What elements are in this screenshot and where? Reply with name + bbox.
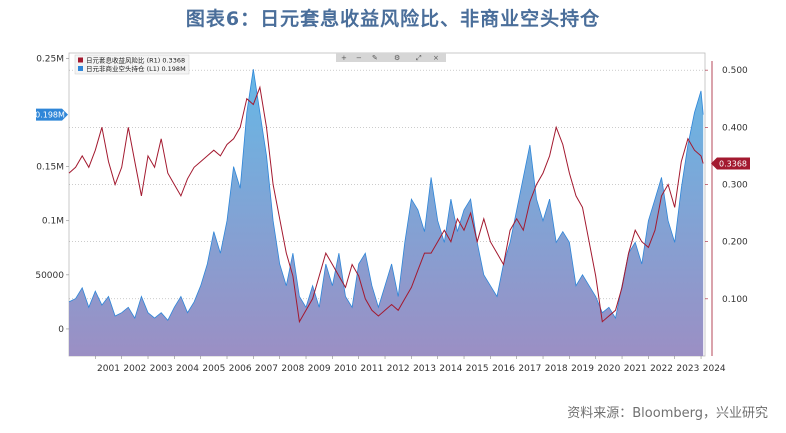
x-tick-label: 2018 [545, 364, 568, 374]
legend: 日元套息收益风险比 (R1) 0.3368 日元非商业空头持仓 (L1) 0.1… [74, 54, 190, 75]
x-tick-label: 2008 [281, 364, 304, 374]
toolbar-close-icon[interactable]: × [433, 54, 439, 62]
x-tick-label: 2012 [387, 364, 410, 374]
toolbar-minus-icon[interactable]: − [356, 54, 362, 62]
x-tick-label: 2020 [597, 364, 620, 374]
carry-ratio-line [68, 85, 704, 324]
right-tick-label: 0.500 [722, 66, 748, 76]
legend-swatch-short-position [78, 66, 83, 71]
left-tick-label: 0 [58, 325, 64, 335]
x-tick-label: 2015 [466, 364, 489, 374]
right-tick-label: 0.400 [722, 123, 748, 133]
toolbar-expand-icon[interactable]: ⤢ [416, 54, 422, 62]
toolbar-settings-icon[interactable]: ⚙ [394, 54, 400, 62]
x-tick-label: 2014 [439, 364, 462, 374]
left-tick-label: 50000 [35, 271, 64, 281]
x-tick-label: 2011 [360, 364, 383, 374]
x-tick-label: 2023 [676, 364, 699, 374]
legend-swatch-carry-ratio [78, 57, 83, 63]
x-tick-label: 2022 [650, 364, 673, 374]
x-tick-label: 2010 [334, 364, 357, 374]
toolbar-pen-icon[interactable]: ✎ [372, 54, 378, 62]
chart: 0 50000 0.1M 0.15M 0.25M 0.100 0.200 0.300 0.40… [35, 52, 750, 374]
toolbar: + − ✎ ⚙ ⤢ × [336, 53, 446, 62]
source-note: 资料来源：Bloomberg，兴业研究 [567, 406, 768, 421]
x-tick-label: 2017 [518, 364, 541, 374]
right-tick-label: 0.200 [722, 238, 748, 248]
toolbar-plus-icon[interactable]: + [341, 54, 347, 62]
x-tick-label: 2007 [255, 364, 278, 374]
left-axis: 0 50000 0.1M 0.15M 0.25M [35, 54, 69, 335]
x-tick-label: 2006 [229, 364, 252, 374]
current-value-left: 0.198M [35, 108, 68, 121]
x-axis: 2001 2002 2003 2004 2005 2006 2007 2008 2009 2010… [95, 356, 726, 374]
legend-label-short-position: 日元非商业空头持仓 (L1) 0.198M [86, 64, 186, 73]
x-tick-label: 2024 [703, 364, 726, 374]
left-tick-label: 0.15M [36, 163, 64, 173]
x-tick-label: 2019 [571, 364, 594, 374]
right-tick-label: 0.100 [722, 295, 748, 305]
short-position-area [69, 69, 704, 356]
x-tick-label: 2013 [413, 364, 436, 374]
x-tick-label: 2016 [492, 364, 515, 374]
x-tick-label: 2004 [176, 364, 199, 374]
x-tick-label: 2001 [97, 364, 120, 374]
legend-label-carry-ratio: 日元套息收益风险比 (R1) 0.3368 [86, 56, 185, 65]
x-tick-label: 2005 [202, 364, 225, 374]
x-tick-label: 2003 [150, 364, 173, 374]
left-tick-label: 0.25M [36, 54, 64, 64]
current-value-left-label: 0.198M [35, 111, 65, 120]
x-tick-label: 2009 [308, 364, 331, 374]
x-tick-label: 2002 [123, 364, 146, 374]
right-tick-label: 0.300 [722, 180, 748, 190]
short-position-line [68, 69, 704, 322]
current-value-right-label: 0.3368 [719, 159, 747, 168]
left-tick-label: 0.1M [42, 217, 64, 227]
page-title: 图表6：日元套息收益风险比、非商业空头持仓 [185, 8, 601, 30]
right-axis: 0.100 0.200 0.300 0.400 0.500 [705, 61, 748, 356]
current-value-right: 0.3368 [711, 157, 750, 170]
x-tick-label: 2021 [624, 364, 647, 374]
